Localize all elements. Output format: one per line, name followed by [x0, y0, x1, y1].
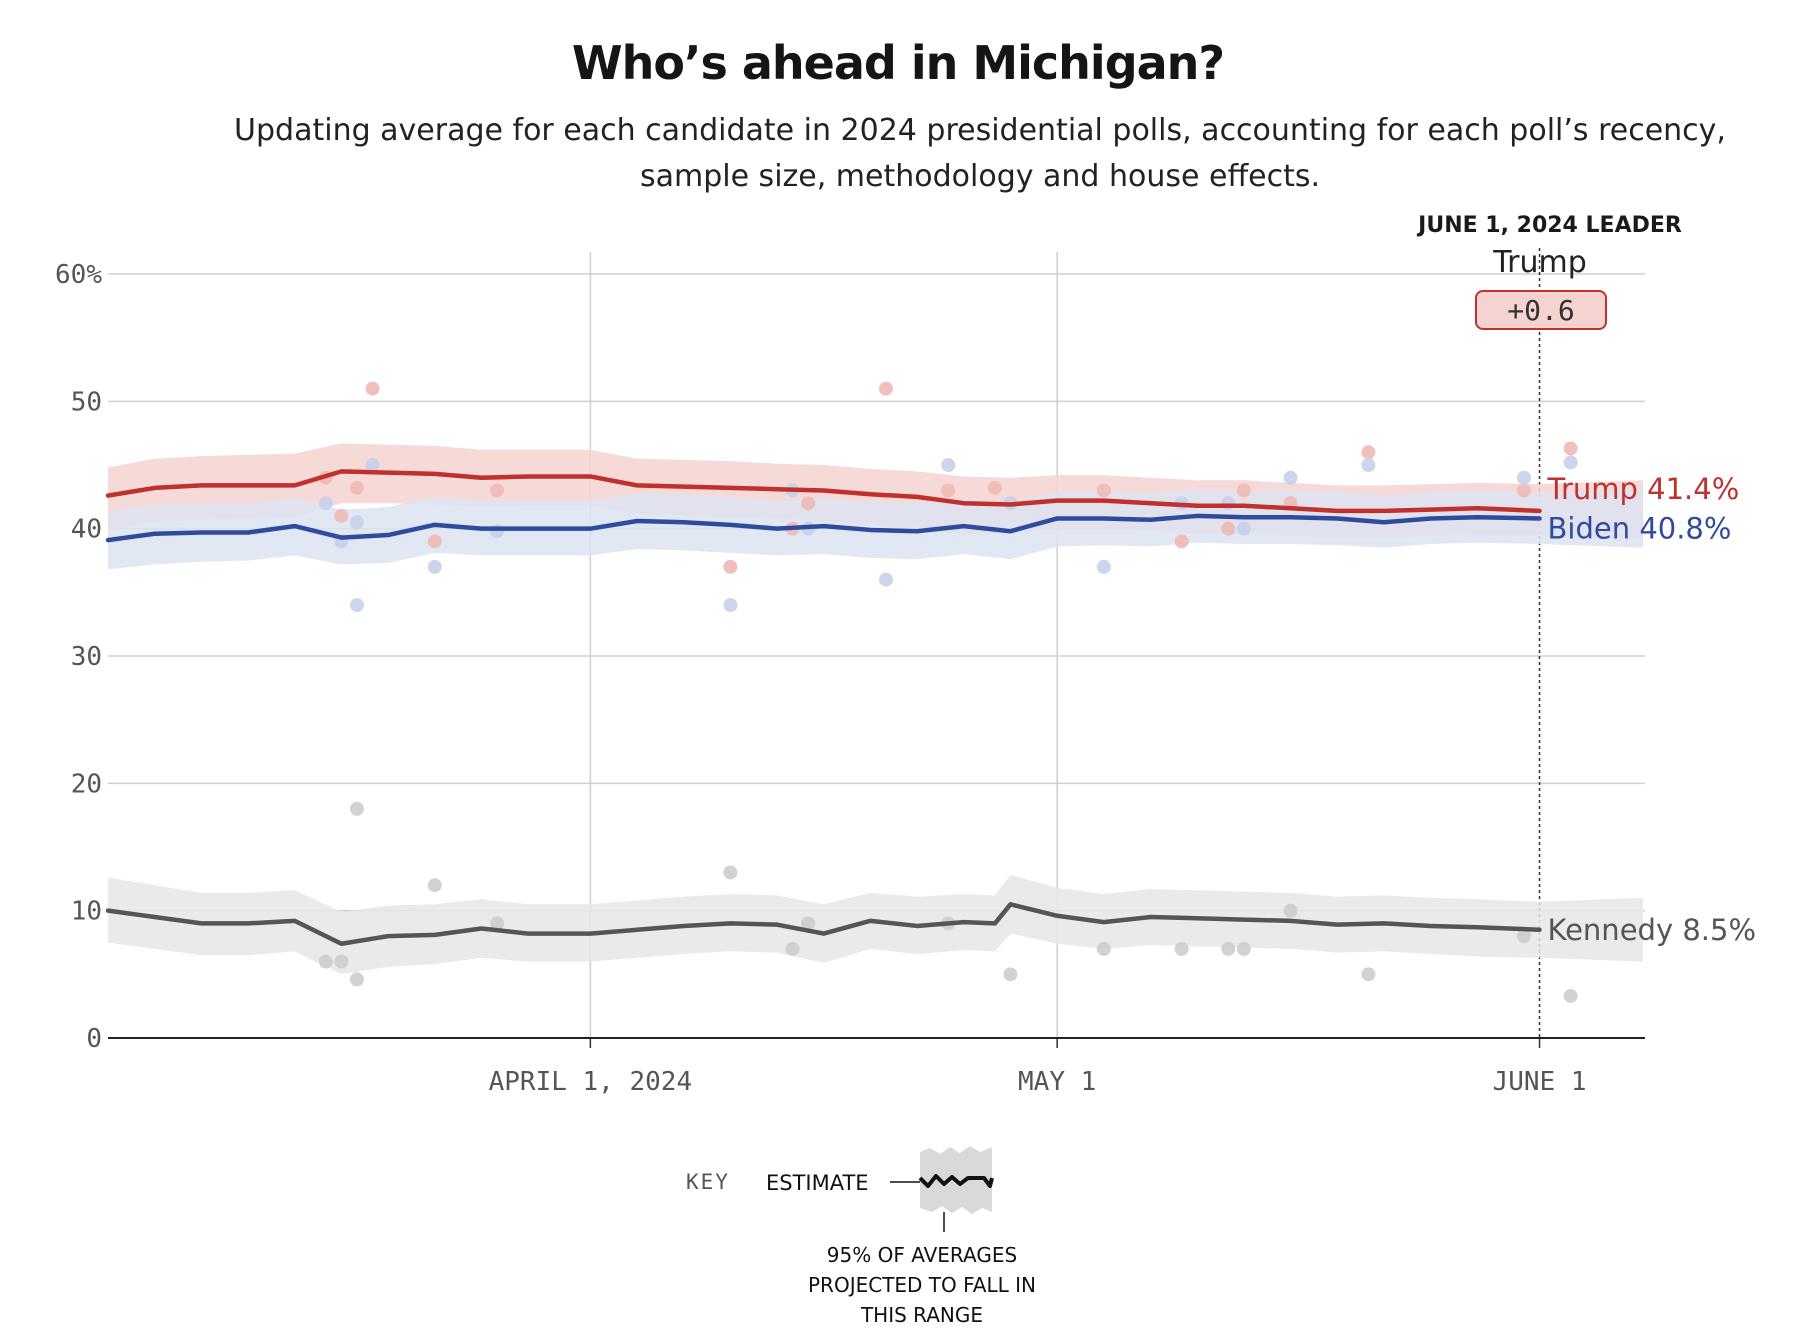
trump-poll-dot-17 [1361, 445, 1376, 460]
kennedy-poll-dot-12 [1174, 941, 1189, 956]
biden-poll-dot-15 [1221, 496, 1236, 511]
biden-poll-dot-17 [1283, 470, 1298, 485]
kennedy-poll-dot-2 [349, 972, 364, 987]
trump-poll-dot-9 [879, 381, 893, 396]
kennedy-poll-dot-1 [334, 954, 349, 969]
trump-poll-dot-1 [334, 508, 349, 523]
kennedy-poll-dot-16 [1361, 967, 1376, 982]
biden-poll-dot-20 [1563, 455, 1578, 470]
trump-poll-dot-13 [1174, 534, 1189, 549]
key-title: KEY [686, 1170, 730, 1194]
trump-poll-dot-15 [1236, 483, 1251, 498]
trump-poll-dot-5 [490, 483, 504, 498]
y-tick-label-20: 20 [71, 769, 102, 799]
end-labels: Trump 41.4% Biden 40.8% Kennedy 8.5% [1547, 472, 1756, 947]
trump-poll-dot-8 [801, 496, 816, 511]
x-tick-label-0: APRIL 1, 2024 [489, 1067, 693, 1097]
trump-poll-dot-4 [427, 534, 442, 549]
kennedy-poll-dot-5 [490, 916, 504, 931]
key-range-note-1: 95% OF AVERAGES [827, 1243, 1017, 1267]
kennedy-poll-dot-13 [1221, 941, 1236, 956]
chart-title: Who’s ahead in Michigan? [571, 36, 1225, 90]
y-tick-label-60: 60% [55, 260, 102, 290]
kennedy-poll-dot-8 [801, 916, 816, 931]
trump-poll-dot-6 [723, 559, 738, 574]
x-tick-label-1: MAY 1 [1018, 1067, 1096, 1097]
biden-poll-dot-11 [941, 458, 956, 472]
biden-poll-dot-19 [1516, 470, 1531, 485]
leader-margin-box [1475, 290, 1607, 330]
y-tick-label-40: 40 [71, 515, 102, 545]
chart-subtitle: Updating average for each candidate in 2… [234, 113, 1726, 194]
kennedy-poll-dot-10 [1003, 967, 1018, 982]
biden-poll-dot-10 [879, 572, 893, 587]
biden-poll-dot-2 [349, 598, 364, 613]
leader-heading: JUNE 1, 2024 LEADER [1416, 213, 1682, 238]
kennedy-confidence-band [108, 875, 1643, 975]
leader-annotation: JUNE 1, 2024 LEADER Trump +0.6 [1416, 213, 1682, 330]
trump-average-line [105, 469, 1542, 514]
kennedy-poll-dot-14 [1236, 941, 1251, 956]
biden-end-label: Biden 40.8% [1548, 511, 1732, 545]
kennedy-poll-dot-17 [1516, 929, 1531, 944]
trump-end-label: Trump 41.4% [1547, 472, 1740, 506]
x-tick-label-2: JUNE 1 [1493, 1067, 1587, 1097]
kennedy-poll-dot-0 [318, 954, 333, 969]
kennedy-poll-dot-11 [1096, 941, 1111, 956]
chart-key: KEY ESTIMATE 95% OF AVERAGES PROJECTED T… [686, 1146, 1036, 1327]
kennedy-poll-dot-3 [349, 801, 364, 816]
kennedy-end-label: Kennedy 8.5% [1548, 913, 1756, 947]
average-lines [105, 469, 1542, 947]
trump-poll-dot-10 [941, 483, 956, 498]
kennedy-poll-dot-6 [723, 865, 738, 880]
trump-poll-dot-19 [1563, 441, 1578, 456]
y-tick-label-0: 0 [86, 1024, 102, 1054]
trump-poll-dot-18 [1516, 483, 1531, 498]
kennedy-average-line [105, 902, 1542, 947]
biden-poll-dot-3 [349, 515, 364, 530]
leader-name: Trump [1492, 245, 1587, 280]
kennedy-poll-dot-18 [1563, 988, 1578, 1003]
axes: 0 10 20 30 40 50 60% APRIL 1, 2024 MAY 1 JUNE 1 [55, 260, 1645, 1097]
kennedy-poll-dot-15 [1283, 903, 1298, 918]
biden-poll-dot-13 [1096, 559, 1111, 574]
trump-poll-dot-14 [1221, 521, 1236, 536]
biden-poll-dot-6 [490, 524, 504, 539]
biden-poll-dot-0 [318, 496, 333, 511]
key-range-note-2: PROJECTED TO FALL IN [808, 1273, 1036, 1297]
kennedy-poll-dot-4 [427, 878, 442, 893]
trump-poll-dot-2 [349, 480, 364, 495]
biden-poll-dot-7 [723, 598, 738, 613]
confidence-bands [108, 443, 1643, 975]
biden-poll-dot-5 [427, 559, 442, 574]
trump-poll-dot-12 [1096, 483, 1111, 498]
biden-poll-dot-16 [1236, 521, 1251, 536]
kennedy-poll-dot-7 [785, 941, 800, 956]
biden-poll-dot-4 [365, 458, 380, 472]
key-estimate-label: ESTIMATE [766, 1171, 869, 1195]
key-estimate-line [918, 1174, 994, 1188]
y-tick-label-50: 50 [71, 387, 102, 417]
y-tick-label-30: 30 [71, 642, 102, 672]
poll-dots [318, 381, 1578, 1003]
leader-margin: +0.6 [1507, 294, 1574, 327]
trump-poll-dot-11 [987, 480, 1002, 495]
key-range-note-3: THIS RANGE [860, 1303, 983, 1327]
biden-poll-dot-18 [1361, 458, 1376, 472]
y-tick-label-10: 10 [71, 897, 102, 927]
trump-poll-dot-3 [365, 381, 380, 396]
biden-average-line [105, 513, 1542, 543]
